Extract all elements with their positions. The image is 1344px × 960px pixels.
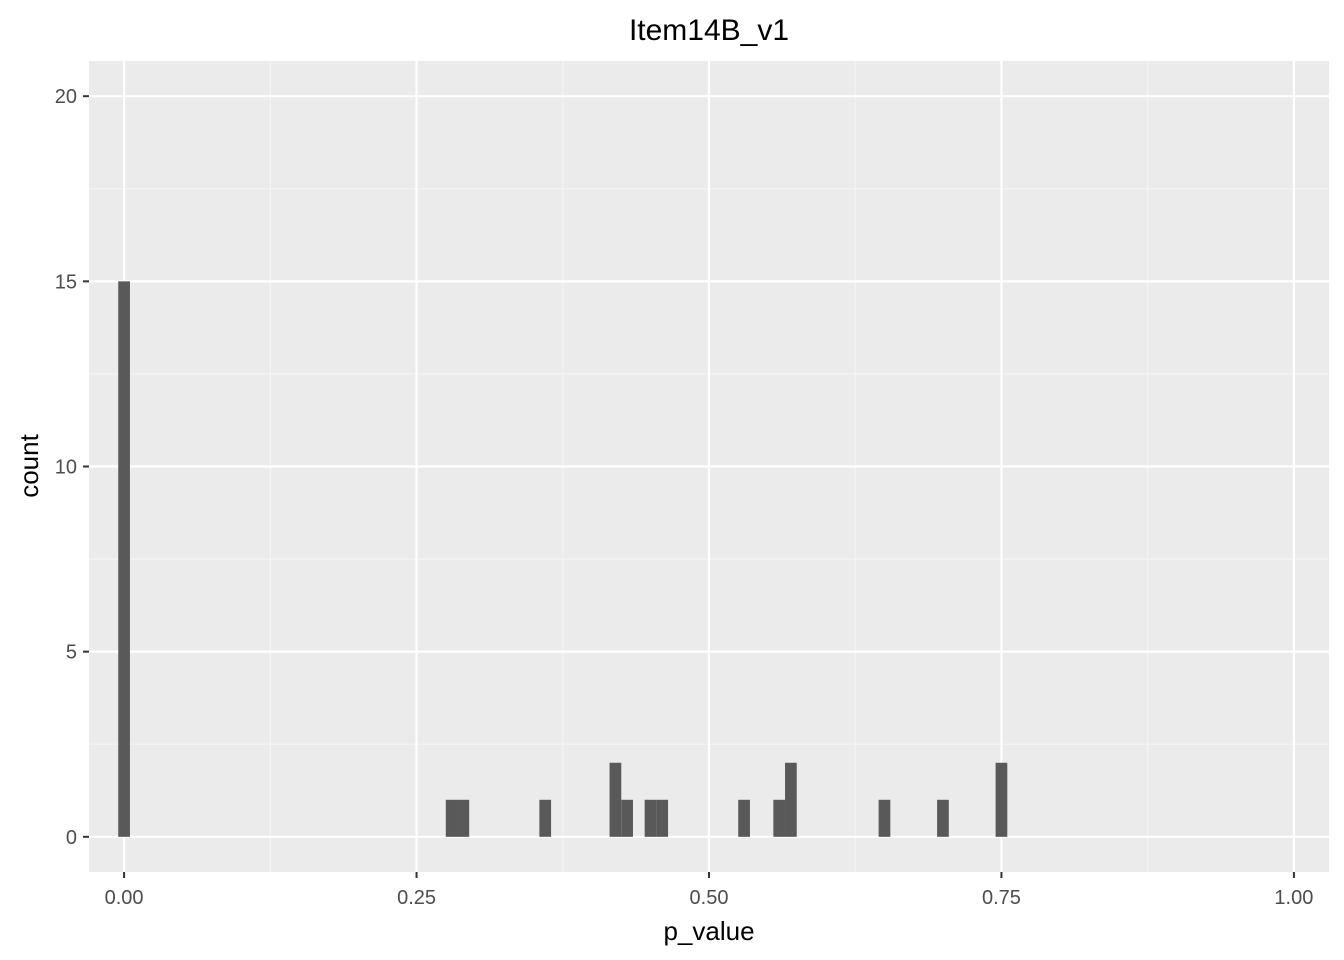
histogram-bar	[785, 762, 797, 837]
histogram-bar	[773, 799, 786, 837]
histogram-bar	[621, 799, 633, 837]
histogram-bar	[609, 762, 622, 837]
y-tick-label: 20	[55, 86, 77, 108]
chart-title: Item14B_v1	[629, 14, 789, 47]
histogram-bar	[878, 799, 891, 837]
y-axis-title: count	[14, 433, 44, 497]
x-tick-label: 1.00	[1274, 887, 1313, 909]
histogram-bar	[738, 799, 750, 837]
y-tick-label: 5	[66, 642, 77, 664]
y-tick-label: 10	[55, 457, 77, 479]
histogram-bar	[644, 799, 657, 837]
x-axis: 0.00 0.25 0.50 0.75 1.00	[105, 872, 1313, 909]
histogram-bar	[118, 281, 130, 837]
histogram-bar	[995, 762, 1008, 837]
x-tick-label: 0.25	[397, 887, 436, 909]
y-tick-label: 15	[55, 271, 77, 293]
major-gridlines	[89, 61, 1329, 872]
histogram-bars	[118, 281, 1008, 837]
histogram-bar	[457, 799, 470, 837]
y-axis: 0 5 10 15 20	[55, 86, 89, 849]
histogram-bar	[445, 799, 458, 837]
y-tick-label: 0	[66, 827, 77, 849]
x-axis-title: p_value	[663, 916, 754, 946]
histogram-bar	[937, 799, 949, 837]
x-tick-label: 0.50	[690, 887, 729, 909]
histogram-bar	[656, 799, 669, 837]
x-tick-label: 0.75	[982, 887, 1021, 909]
histogram-bar	[539, 799, 552, 837]
x-tick-label: 0.00	[105, 887, 144, 909]
